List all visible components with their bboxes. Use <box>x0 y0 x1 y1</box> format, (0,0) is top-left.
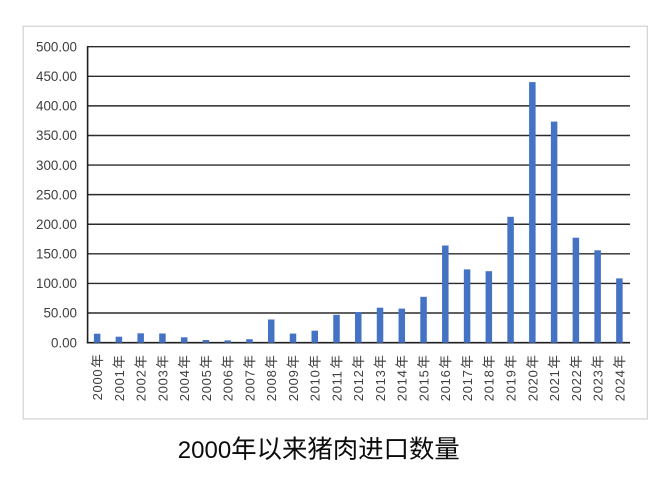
svg-text:2001: 2001 <box>112 369 127 401</box>
svg-text:100.00: 100.00 <box>36 276 77 291</box>
svg-text:350.00: 350.00 <box>36 128 77 143</box>
svg-text:2017: 2017 <box>460 369 475 401</box>
svg-text:2020: 2020 <box>525 369 540 401</box>
svg-text:2002: 2002 <box>134 369 149 401</box>
svg-text:50.00: 50.00 <box>43 306 77 321</box>
svg-text:2015: 2015 <box>416 369 431 401</box>
svg-text:2022: 2022 <box>569 369 584 401</box>
svg-text:450.00: 450.00 <box>36 69 77 84</box>
svg-text:2019: 2019 <box>503 369 518 401</box>
svg-text:2014: 2014 <box>395 369 410 401</box>
svg-text:2021: 2021 <box>547 369 562 401</box>
svg-text:2000: 2000 <box>90 369 105 401</box>
svg-text:250.00: 250.00 <box>36 187 77 202</box>
svg-text:2000: 2000 <box>178 437 231 464</box>
svg-text:500.00: 500.00 <box>36 39 77 54</box>
svg-text:2004: 2004 <box>177 369 192 401</box>
svg-text:2003: 2003 <box>155 369 170 401</box>
svg-text:2013: 2013 <box>373 369 388 401</box>
svg-text:2005: 2005 <box>199 369 214 401</box>
svg-text:2008: 2008 <box>264 369 279 401</box>
svg-text:2011: 2011 <box>329 370 344 401</box>
svg-text:2006: 2006 <box>221 369 236 401</box>
svg-text:2009: 2009 <box>286 369 301 401</box>
svg-text:2007: 2007 <box>242 369 257 401</box>
svg-text:200.00: 200.00 <box>36 217 77 232</box>
svg-text:150.00: 150.00 <box>36 247 77 262</box>
svg-text:2012: 2012 <box>351 369 366 401</box>
svg-text:2010: 2010 <box>308 369 323 401</box>
svg-text:2018: 2018 <box>482 369 497 401</box>
svg-text:2024: 2024 <box>612 369 627 401</box>
svg-text:0.00: 0.00 <box>51 335 77 350</box>
svg-text:2023: 2023 <box>591 369 606 401</box>
svg-text:400.00: 400.00 <box>36 99 77 114</box>
svg-text:2016: 2016 <box>438 369 453 401</box>
svg-text:300.00: 300.00 <box>36 158 77 173</box>
